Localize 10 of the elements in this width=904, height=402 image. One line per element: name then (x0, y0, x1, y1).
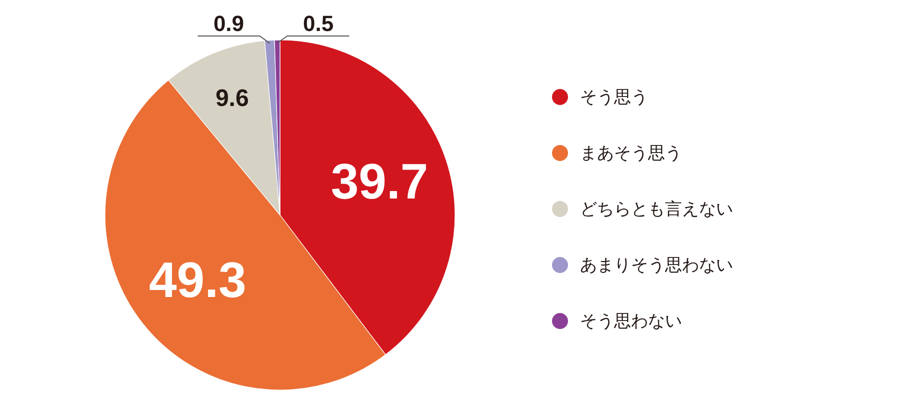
legend-label: そう思わない (580, 312, 682, 330)
legend-label: あまりそう思わない (580, 256, 733, 274)
legend-label: そう思う (580, 88, 648, 106)
data-label: 9.6 (215, 84, 249, 112)
legend-label: まあそう思う (580, 144, 682, 162)
data-label: 39.7 (330, 154, 428, 210)
data-label: 0.9 (213, 11, 244, 36)
data-label: 0.5 (303, 11, 334, 36)
data-label: 49.3 (148, 252, 246, 308)
legend-label: どちらとも言えない (580, 200, 733, 218)
